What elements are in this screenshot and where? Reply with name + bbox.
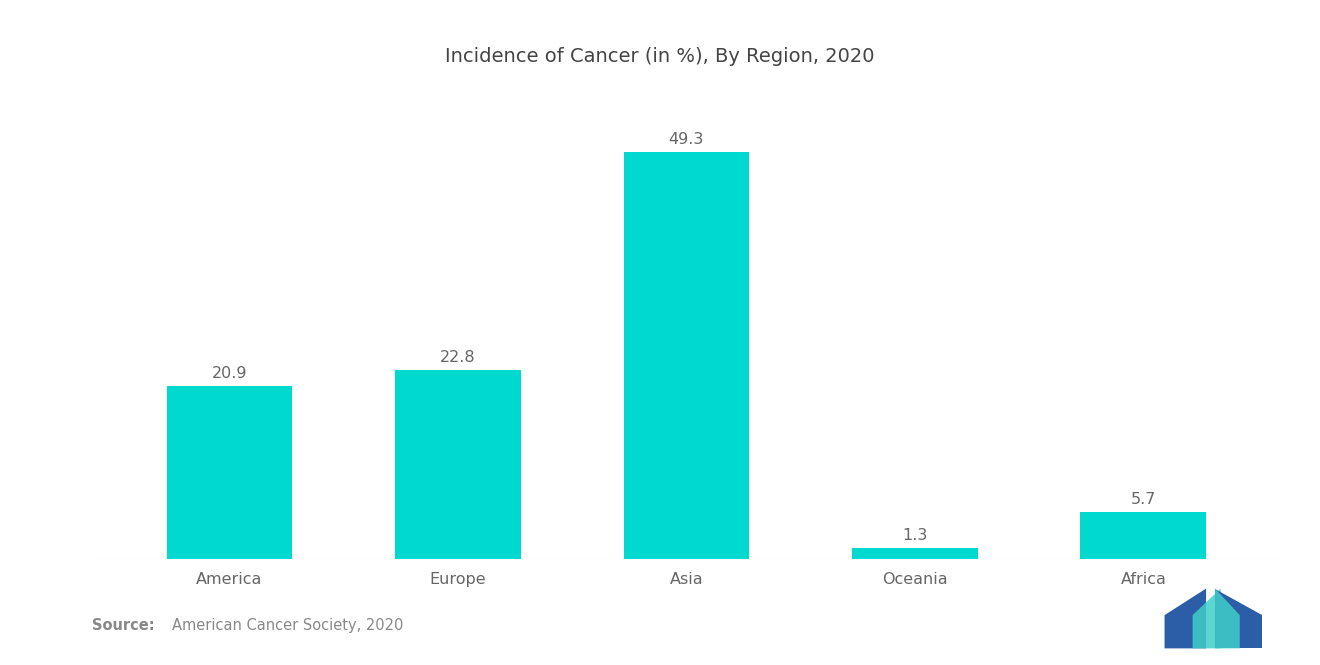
Text: 5.7: 5.7 (1131, 491, 1156, 507)
Polygon shape (1214, 589, 1239, 648)
Text: Source:: Source: (92, 618, 154, 632)
Bar (1081, 511, 1206, 559)
Bar (166, 386, 292, 559)
Polygon shape (1214, 589, 1262, 648)
Bar (623, 152, 750, 559)
Text: 20.9: 20.9 (211, 366, 247, 381)
Polygon shape (1193, 589, 1221, 648)
Polygon shape (1164, 589, 1206, 648)
Text: Incidence of Cancer (in %), By Region, 2020: Incidence of Cancer (in %), By Region, 2… (445, 47, 875, 66)
Bar (851, 548, 978, 559)
Text: American Cancer Society, 2020: American Cancer Society, 2020 (172, 618, 403, 632)
Bar (395, 370, 521, 559)
Text: 49.3: 49.3 (669, 132, 704, 147)
Text: 22.8: 22.8 (440, 350, 475, 366)
Text: 1.3: 1.3 (902, 528, 928, 543)
